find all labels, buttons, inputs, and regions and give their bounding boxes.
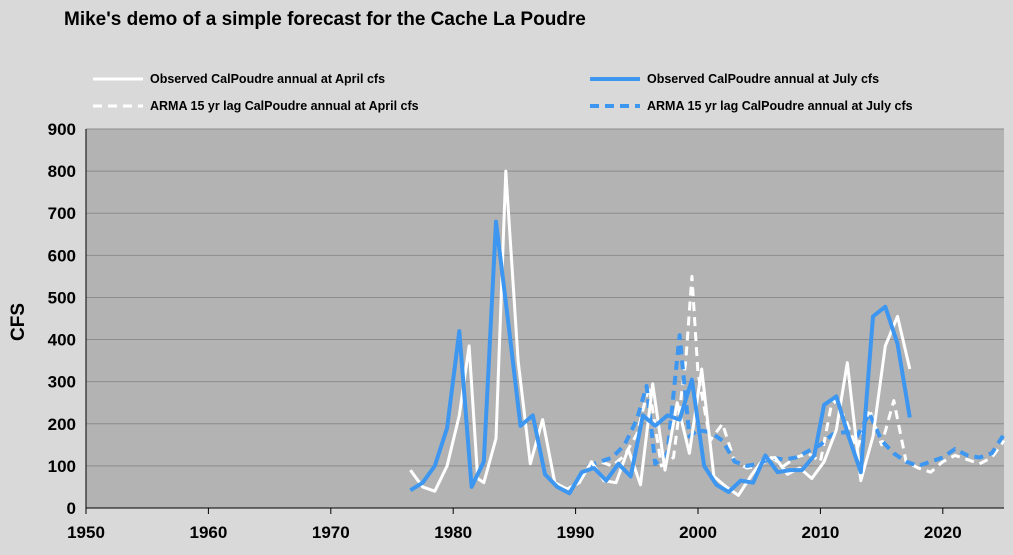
- series-line-observed-april: [409, 169, 912, 497]
- series-layer: [409, 169, 1006, 497]
- series-line-observed-july: [409, 219, 912, 496]
- legend-label-arma-april: ARMA 15 yr lag CalPoudre annual at April…: [150, 99, 419, 113]
- legend-label-observed-july: Observed CalPoudre annual at July cfs: [647, 72, 879, 86]
- y-axis-label: CFS: [8, 303, 29, 341]
- y-tick-label: 100: [48, 457, 76, 476]
- legend-item-observed-july: Observed CalPoudre annual at July cfs: [590, 72, 879, 86]
- x-tick-label: 2000: [679, 523, 717, 542]
- x-tick-label: 2020: [924, 523, 962, 542]
- legend-item-arma-april: ARMA 15 yr lag CalPoudre annual at April…: [93, 99, 419, 113]
- x-tick-label: 2010: [801, 523, 839, 542]
- axes: [85, 129, 1004, 514]
- x-tick-label: 1980: [434, 523, 472, 542]
- legend-label-arma-july: ARMA 15 yr lag CalPoudre annual at July …: [647, 99, 913, 113]
- y-tick-label: 400: [48, 331, 76, 350]
- plot-area: [86, 129, 1004, 508]
- y-tick-label: 300: [48, 373, 76, 392]
- y-tick-label: 0: [67, 499, 76, 518]
- chart-title: Mike's demo of a simple forecast for the…: [64, 9, 586, 30]
- x-tick-label: 1970: [312, 523, 350, 542]
- x-tick-labels: 1950 1960 1970 1980 1990 2000 2010 2020: [67, 523, 962, 542]
- x-tick-label: 1990: [557, 523, 595, 542]
- series-line-arma-july: [587, 333, 1006, 468]
- series-line-arma-april: [587, 274, 1006, 474]
- x-tick-label: 1960: [189, 523, 227, 542]
- legend-item-arma-july: ARMA 15 yr lag CalPoudre annual at July …: [590, 99, 913, 113]
- y-tick-label: 700: [48, 204, 76, 223]
- y-tick-label: 500: [48, 288, 76, 307]
- x-tick-label: 1950: [67, 523, 105, 542]
- legend-label-observed-april: Observed CalPoudre annual at April cfs: [150, 72, 385, 86]
- y-tick-label: 900: [48, 120, 76, 139]
- y-tick-labels: 0 100 200 300 400 500 600 700 800 900: [48, 120, 76, 518]
- y-tick-label: 600: [48, 246, 76, 265]
- y-tick-label: 200: [48, 415, 76, 434]
- legend-item-observed-april: Observed CalPoudre annual at April cfs: [93, 72, 385, 86]
- legend: Observed CalPoudre annual at April cfs O…: [93, 72, 913, 113]
- y-tick-label: 800: [48, 162, 76, 181]
